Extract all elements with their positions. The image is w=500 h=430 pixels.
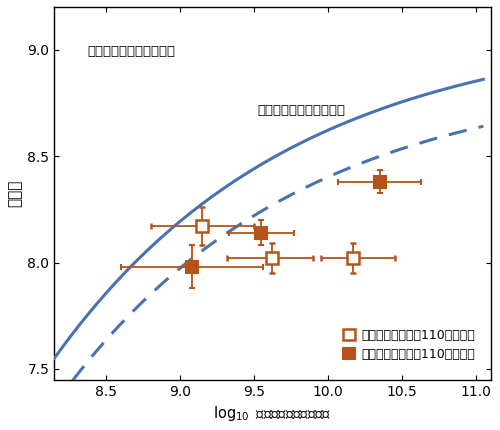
X-axis label: $\log_{10}$ 恒星質量（太陽質量）: $\log_{10}$ 恒星質量（太陽質量） [214, 404, 332, 423]
Text: 星形成率が低い（現在）: 星形成率が低い（現在） [87, 45, 175, 58]
Y-axis label: 金属量: 金属量 [7, 180, 22, 207]
Text: 星形成率が高い（現在）: 星形成率が高い（現在） [257, 104, 345, 117]
Legend: 星形成率が低い（110億年前）, 星形成率が高い（110億年前）: 星形成率が低い（110億年前）, 星形成率が高い（110億年前） [338, 324, 480, 366]
